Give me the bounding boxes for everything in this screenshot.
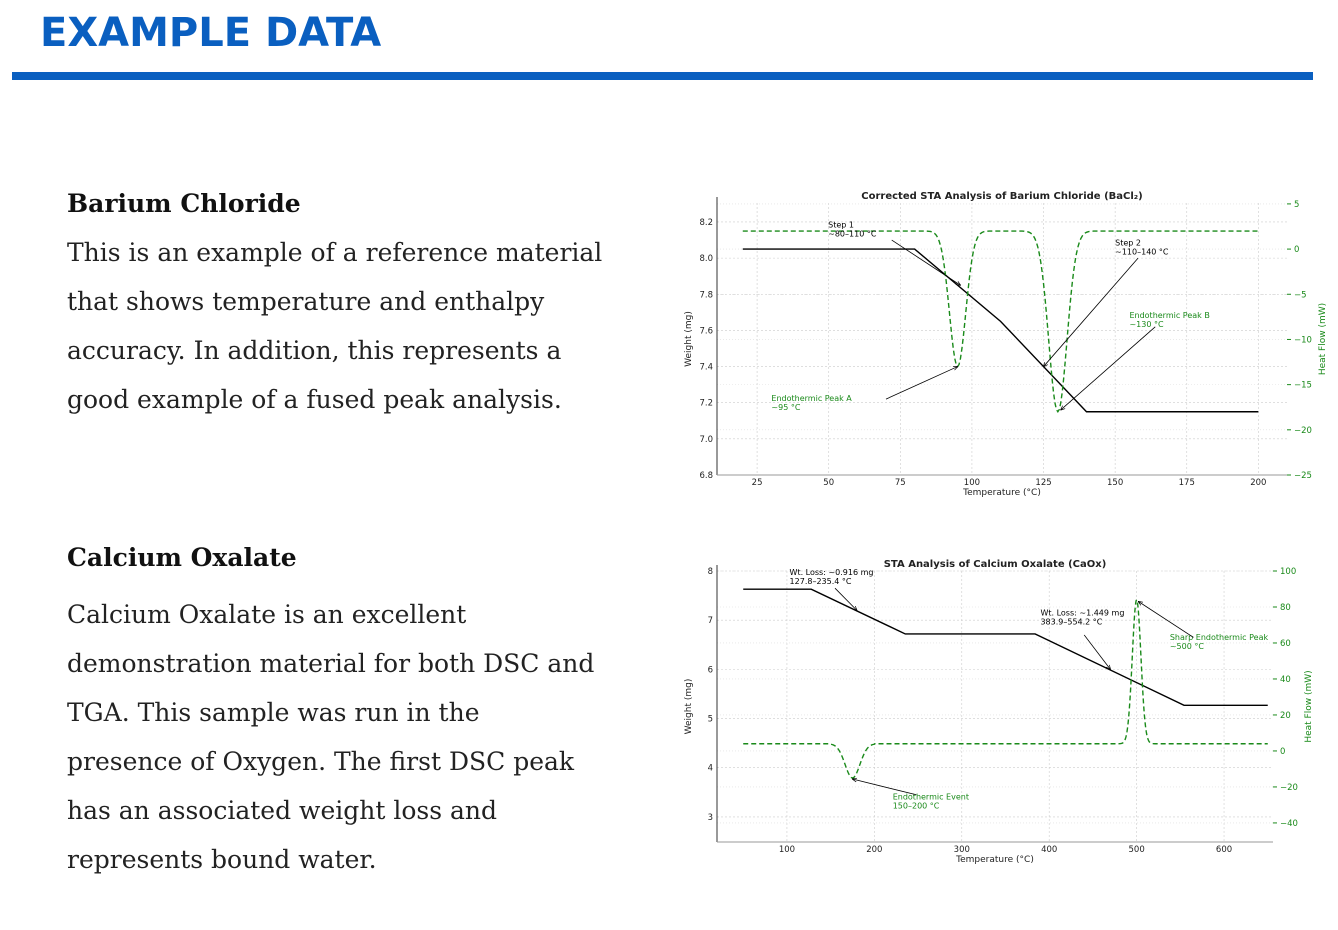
weight-series-line bbox=[743, 588, 1268, 706]
y-tick-label: 7.8 bbox=[699, 290, 713, 300]
section-heading: Barium Chloride bbox=[67, 189, 301, 218]
section-calcium-oxalate: Calcium Oxalate Calcium Oxalate is an ex… bbox=[67, 540, 607, 884]
y2-tick-label: 20 bbox=[1280, 711, 1291, 721]
title-underline-bar bbox=[12, 72, 1313, 80]
section-heading: Calcium Oxalate bbox=[67, 543, 297, 572]
annotation-label: Endothermic Peak B ~130 °C bbox=[1129, 311, 1209, 329]
annotation-arrow bbox=[885, 367, 958, 400]
y2-tick-label: −20 bbox=[1294, 426, 1312, 436]
page-title: EXAMPLE DATA bbox=[40, 10, 382, 56]
x-tick-label: 500 bbox=[1129, 845, 1145, 855]
x-tick-label: 175 bbox=[1179, 478, 1195, 488]
annotation-arrow bbox=[1044, 257, 1139, 366]
weight-series-line bbox=[742, 248, 1259, 413]
y2-tick-label: 80 bbox=[1280, 603, 1291, 613]
y-tick-label: 7.2 bbox=[699, 399, 713, 409]
annotation-label: Step 2 ~110–140 °C bbox=[1115, 238, 1169, 256]
y-tick-label: 3 bbox=[708, 813, 713, 823]
y2-tick-label: 40 bbox=[1280, 675, 1291, 685]
y-tick-label: 4 bbox=[708, 764, 713, 774]
x-tick-label: 200 bbox=[866, 845, 882, 855]
y2-tick-label: −20 bbox=[1280, 783, 1298, 793]
y2-tick-label: −40 bbox=[1280, 819, 1298, 829]
section-body: Calcium Oxalate is an excellent demonstr… bbox=[67, 600, 595, 874]
y-tick-label: 8.0 bbox=[699, 254, 713, 264]
section-barium-chloride: Barium Chloride This is an example of a … bbox=[67, 186, 607, 424]
y-tick-label: 5 bbox=[708, 715, 713, 725]
y-tick-label: 6 bbox=[708, 665, 713, 675]
annotation-arrow bbox=[1061, 326, 1156, 410]
chart-title: Corrected STA Analysis of Barium Chlorid… bbox=[861, 191, 1142, 202]
x-tick-label: 100 bbox=[964, 478, 980, 488]
y-tick-label: 7 bbox=[708, 616, 713, 626]
y2-tick-label: 0 bbox=[1294, 245, 1299, 255]
x-tick-label: 100 bbox=[779, 845, 795, 855]
y2-tick-label: 60 bbox=[1280, 639, 1291, 649]
x-axis-label: Temperature (°C) bbox=[955, 855, 1034, 865]
annotation-arrow bbox=[834, 587, 857, 610]
annotation-arrow bbox=[853, 779, 917, 796]
x-tick-label: 200 bbox=[1250, 478, 1266, 488]
y-tick-label: 8.2 bbox=[699, 218, 713, 228]
y-tick-label: 7.6 bbox=[699, 326, 713, 336]
y2-axis-label: Heat Flow (mW) bbox=[1304, 670, 1314, 742]
x-tick-label: 75 bbox=[895, 478, 906, 488]
y2-axis-label: Heat Flow (mW) bbox=[1318, 303, 1328, 375]
chart-barium-chloride: 25 50 75 100 125 150 175 2006.87.07.27.47.67.88… bbox=[684, 191, 1328, 498]
y2-tick-label: 0 bbox=[1280, 747, 1285, 757]
chart-title: STA Analysis of Calcium Oxalate (CaOx) bbox=[884, 559, 1107, 570]
x-tick-label: 600 bbox=[1216, 845, 1232, 855]
y-tick-label: 7.0 bbox=[699, 435, 713, 445]
x-tick-label: 50 bbox=[823, 478, 834, 488]
heat-flow-series-line bbox=[743, 598, 1268, 779]
x-axis-label: Temperature (°C) bbox=[962, 488, 1041, 498]
x-tick-label: 125 bbox=[1035, 478, 1051, 488]
annotation-label: Step 1 ~80–110 °C bbox=[828, 220, 877, 238]
annotation-label: Wt. Loss: ~1.449 mg 383.9–554.2 °C bbox=[1040, 608, 1124, 626]
y-tick-label: 6.8 bbox=[699, 471, 713, 481]
annotation-label: Endothermic Event 150–200 °C bbox=[893, 793, 969, 811]
x-tick-label: 400 bbox=[1041, 845, 1057, 855]
x-tick-label: 300 bbox=[954, 845, 970, 855]
y2-tick-label: −25 bbox=[1294, 471, 1312, 481]
annotation-arrow bbox=[891, 239, 961, 285]
section-body: This is an example of a reference materi… bbox=[67, 238, 603, 414]
chart-calcium-oxalate: 100 200 300 400 500 600 3 4 5 6 7 8 −40 −20 0 20 40 60 80 1… bbox=[684, 559, 1314, 865]
y2-tick-label: −5 bbox=[1294, 290, 1307, 300]
annotation-arrow bbox=[1138, 601, 1194, 638]
y2-tick-label: −10 bbox=[1294, 335, 1312, 345]
y2-tick-label: −15 bbox=[1294, 381, 1312, 391]
y2-tick-label: 100 bbox=[1280, 567, 1296, 577]
annotation-label: Endothermic Peak A ~95 °C bbox=[771, 394, 852, 412]
y-tick-label: 7.4 bbox=[699, 363, 713, 373]
x-tick-label: 25 bbox=[752, 478, 763, 488]
annotation-label: Sharp Endothermic Peak ~500 °C bbox=[1170, 633, 1269, 651]
y-axis-label: Weight (mg) bbox=[684, 679, 694, 735]
x-tick-label: 150 bbox=[1107, 478, 1123, 488]
annotation-label: Wt. Loss: ~0.916 mg 127.8–235.4 °C bbox=[790, 568, 874, 586]
y2-tick-label: 5 bbox=[1294, 200, 1299, 210]
y-axis-label: Weight (mg) bbox=[684, 311, 694, 367]
y-tick-label: 8 bbox=[708, 567, 713, 577]
annotation-arrow bbox=[1083, 634, 1110, 669]
